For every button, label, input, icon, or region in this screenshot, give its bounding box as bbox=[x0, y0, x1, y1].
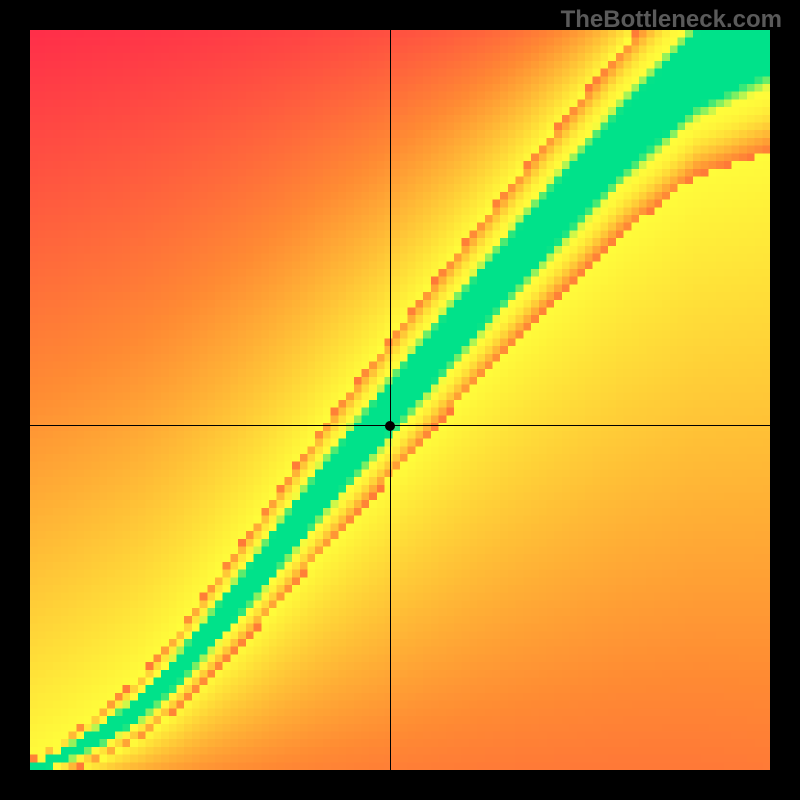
crosshair-vertical bbox=[390, 30, 391, 770]
bottleneck-heatmap bbox=[30, 30, 770, 770]
crosshair-horizontal bbox=[30, 425, 770, 426]
watermark-text: TheBottleneck.com bbox=[561, 6, 782, 34]
